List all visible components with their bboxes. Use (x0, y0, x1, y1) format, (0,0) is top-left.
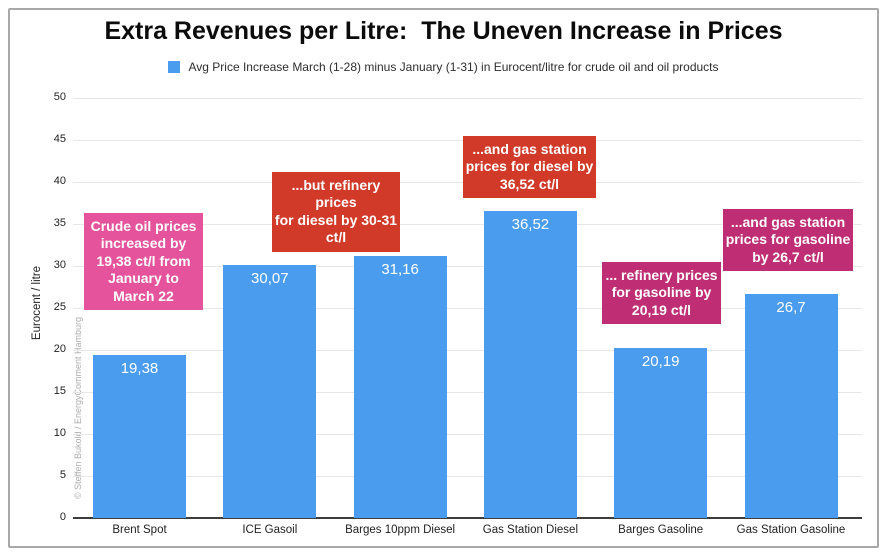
bar-gas-station-diesel: 36,52 (483, 211, 577, 518)
legend-label: Avg Price Increase March (1-28) minus Ja… (188, 60, 719, 74)
legend: Avg Price Increase March (1-28) minus Ja… (0, 60, 887, 74)
bar-barges-10ppm-diesel: 31,16 (353, 256, 447, 518)
legend-swatch-icon (168, 61, 181, 73)
category-label: Gas Station Diesel (482, 524, 579, 536)
y-tick-label: 50 (53, 91, 66, 103)
gridline (73, 350, 862, 351)
gridline (73, 224, 862, 225)
y-tick-label: 5 (59, 469, 66, 481)
watermark-credit: © Steffen Bukold / EnergyComment Hamburg (73, 316, 83, 500)
gridline (73, 476, 862, 477)
bar-value-label: 26,7 (776, 298, 806, 316)
annotation-box: Crude oil prices increased by 19,38 ct/l… (84, 213, 203, 311)
gridline (73, 308, 862, 309)
y-tick-label: 10 (53, 427, 66, 439)
y-tick-label: 30 (53, 259, 66, 271)
gridline (73, 434, 862, 435)
y-tick-label: 35 (53, 217, 66, 229)
bar-value-label: 19,38 (120, 360, 159, 378)
gridline (73, 266, 862, 267)
bar-value-label: 30,07 (251, 270, 289, 288)
bar-brent-spot: 19,38 (93, 355, 186, 518)
bar-value-label: 20,19 (641, 353, 680, 371)
annotation-box: ...and gas station prices for gasoline b… (723, 209, 853, 272)
y-tick-label: 20 (53, 343, 66, 355)
y-tick-label: 0 (59, 511, 66, 523)
category-label: ICE Gasoil (242, 524, 298, 536)
category-label: Brent Spot (112, 524, 167, 536)
y-tick-label: 25 (53, 301, 66, 313)
x-axis-baseline (73, 517, 862, 519)
annotation-box: ...but refinery prices for diesel by 30-… (272, 172, 400, 252)
bar-ice-gasoil: 30,07 (223, 265, 317, 518)
chart-title: Extra Revenues per Litre: The Uneven Inc… (104, 17, 783, 45)
bar-value-label: 36,52 (511, 216, 550, 234)
gridline (73, 98, 862, 99)
bar-gas-station-gasoline: 26,7 (744, 293, 838, 518)
annotation-box: ...and gas station prices for diesel by … (463, 136, 596, 199)
category-label: Gas Station Gasoline (736, 524, 846, 536)
category-label: Barges Gasoline (618, 524, 704, 536)
gridline (73, 392, 862, 393)
y-tick-label: 45 (53, 133, 66, 145)
category-label: Barges 10ppm Diesel (345, 524, 456, 536)
annotation-box: ... refinery prices for gasoline by 20,1… (602, 262, 721, 325)
y-tick-label: 40 (53, 175, 66, 187)
y-tick-label: 15 (53, 385, 66, 397)
bar-value-label: 31,16 (381, 261, 419, 279)
bar-barges-gasoline: 20,19 (614, 348, 708, 518)
